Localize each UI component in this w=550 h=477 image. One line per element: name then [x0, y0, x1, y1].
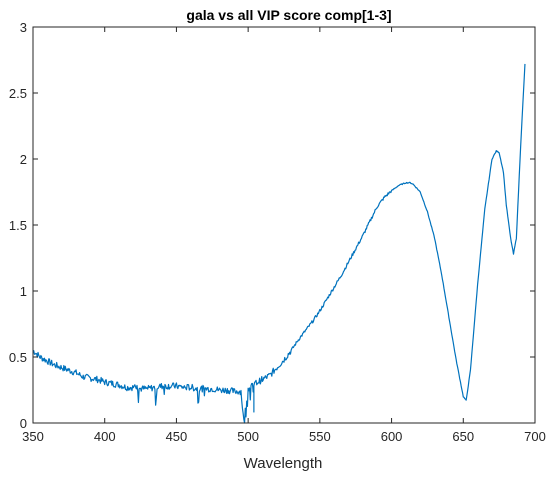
y-tick-label: 1	[20, 284, 27, 299]
y-tick-label: 0	[20, 416, 27, 431]
axis-ticks: 350 400 450 500 550 600 650 700 0 0.5 1 1.5 2 2.5 3	[9, 20, 546, 444]
x-tick-label: 500	[237, 429, 259, 444]
y-tick-label: 3	[20, 20, 27, 35]
chart-title: gala vs all VIP score comp[1-3]	[186, 7, 391, 23]
x-tick-label: 400	[94, 429, 116, 444]
plot-area	[32, 63, 526, 424]
x-tick-label: 700	[524, 429, 546, 444]
y-tick-label: 2.5	[9, 86, 27, 101]
x-tick-label: 450	[166, 429, 188, 444]
x-tick-label: 650	[452, 429, 474, 444]
y-tick-label: 0.5	[9, 350, 27, 365]
series-line	[32, 63, 526, 424]
x-axis-label: Wavelength	[244, 455, 323, 472]
y-tick-label: 1.5	[9, 218, 27, 233]
x-tick-label: 600	[381, 429, 403, 444]
plot-frame	[32, 26, 536, 424]
x-tick-label: 550	[309, 429, 331, 444]
y-tick-label: 2	[20, 152, 27, 167]
x-tick-label: 350	[22, 429, 44, 444]
